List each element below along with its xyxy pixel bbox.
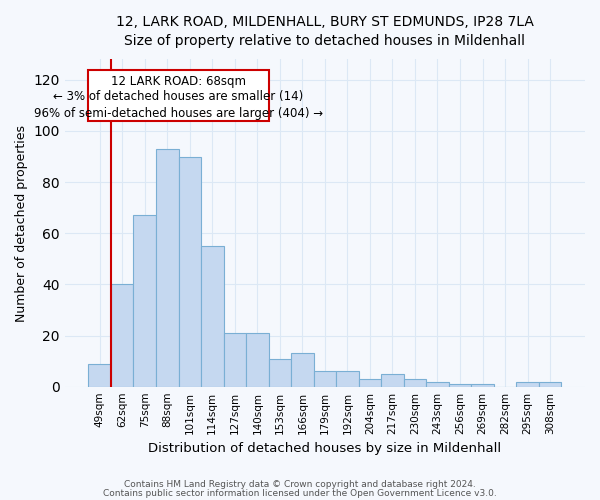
Bar	[269, 358, 291, 386]
Bar	[201, 246, 224, 386]
Bar	[336, 372, 359, 386]
X-axis label: Distribution of detached houses by size in Mildenhall: Distribution of detached houses by size …	[148, 442, 502, 455]
Bar	[426, 382, 449, 386]
Bar	[179, 156, 201, 386]
Bar	[404, 379, 426, 386]
Bar	[291, 354, 314, 386]
Text: 96% of semi-detached houses are larger (404) →: 96% of semi-detached houses are larger (…	[34, 106, 323, 120]
Bar	[133, 216, 156, 386]
Text: ← 3% of detached houses are smaller (14): ← 3% of detached houses are smaller (14)	[53, 90, 304, 103]
Bar	[246, 333, 269, 386]
FancyBboxPatch shape	[88, 70, 269, 121]
Y-axis label: Number of detached properties: Number of detached properties	[15, 124, 28, 322]
Text: Contains HM Land Registry data © Crown copyright and database right 2024.: Contains HM Land Registry data © Crown c…	[124, 480, 476, 489]
Bar	[471, 384, 494, 386]
Bar	[449, 384, 471, 386]
Bar	[517, 382, 539, 386]
Bar	[156, 149, 179, 386]
Bar	[314, 372, 336, 386]
Bar	[359, 379, 381, 386]
Bar	[381, 374, 404, 386]
Text: 12 LARK ROAD: 68sqm: 12 LARK ROAD: 68sqm	[111, 74, 246, 88]
Bar	[111, 284, 133, 386]
Title: 12, LARK ROAD, MILDENHALL, BURY ST EDMUNDS, IP28 7LA
Size of property relative t: 12, LARK ROAD, MILDENHALL, BURY ST EDMUN…	[116, 15, 534, 48]
Text: Contains public sector information licensed under the Open Government Licence v3: Contains public sector information licen…	[103, 489, 497, 498]
Bar	[88, 364, 111, 386]
Bar	[539, 382, 562, 386]
Bar	[224, 333, 246, 386]
